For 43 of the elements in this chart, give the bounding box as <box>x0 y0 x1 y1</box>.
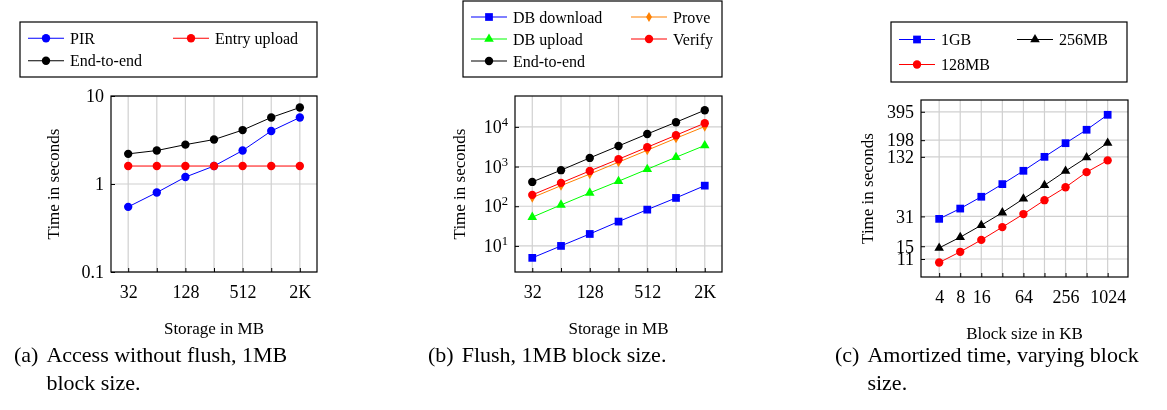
text: (a) Access without flush, 1MB block size. <box>14 342 288 395</box>
x-tick-label: 64 <box>1014 287 1033 308</box>
y-tick-label: 0.1 <box>81 262 104 283</box>
text: (c) Amortized time, varying block size. <box>835 342 1139 395</box>
legend-label: 256MB <box>1059 31 1108 49</box>
y-tick-label: 10$^{3}$ <box>483 154 508 177</box>
x-axis-title: Block size in KB <box>966 324 1083 343</box>
x-tick-label: 2K <box>289 282 312 303</box>
legend-label: End-to-end <box>513 52 585 70</box>
y-tick-label: 10 <box>86 86 104 107</box>
y-axis-title: Time in seconds <box>450 128 469 240</box>
text: (b) Flush, 1MB block size. <box>428 342 667 367</box>
y-axis-title: Time in seconds <box>858 133 877 244</box>
legend-label: DB upload <box>513 30 583 49</box>
legend-label: Entry upload <box>215 29 299 48</box>
x-tick-label: 512 <box>634 282 662 303</box>
legend-label: End-to-end <box>70 52 142 70</box>
legend-label: DB download <box>513 8 603 26</box>
y-axis-title: Time in seconds <box>44 128 63 240</box>
legend-label: 128MB <box>941 56 990 74</box>
x-tick-label: 2K <box>694 282 717 303</box>
x-tick-label: 4 <box>935 287 945 308</box>
y-tick-label: 10$^{2}$ <box>483 194 508 217</box>
x-tick-label: 128 <box>172 282 200 303</box>
legend-label: 1GB <box>941 31 972 49</box>
y-tick-label: 10$^{4}$ <box>483 115 509 138</box>
x-tick-label: 128 <box>576 282 604 303</box>
x-tick-label: 512 <box>229 282 257 303</box>
x-tick-label: 32 <box>119 282 138 303</box>
x-axis-title: Storage in MB <box>163 319 265 338</box>
y-tick-label: 10$^{1}$ <box>483 234 508 257</box>
x-tick-label: 1024 <box>1090 287 1127 308</box>
legend-label: Verify <box>673 30 713 49</box>
y-tick-label: 395 <box>887 102 914 123</box>
y-tick-label: 31 <box>896 206 914 227</box>
x-tick-label: 32 <box>523 282 542 303</box>
x-tick-label: 8 <box>956 287 966 308</box>
legend-label: PIR <box>70 29 96 47</box>
x-axis-title: Storage in MB <box>568 319 669 338</box>
y-tick-label: 1 <box>95 174 104 195</box>
x-tick-label: 16 <box>972 287 991 308</box>
legend-label: Prove <box>673 8 711 26</box>
x-tick-label: 256 <box>1052 287 1080 308</box>
